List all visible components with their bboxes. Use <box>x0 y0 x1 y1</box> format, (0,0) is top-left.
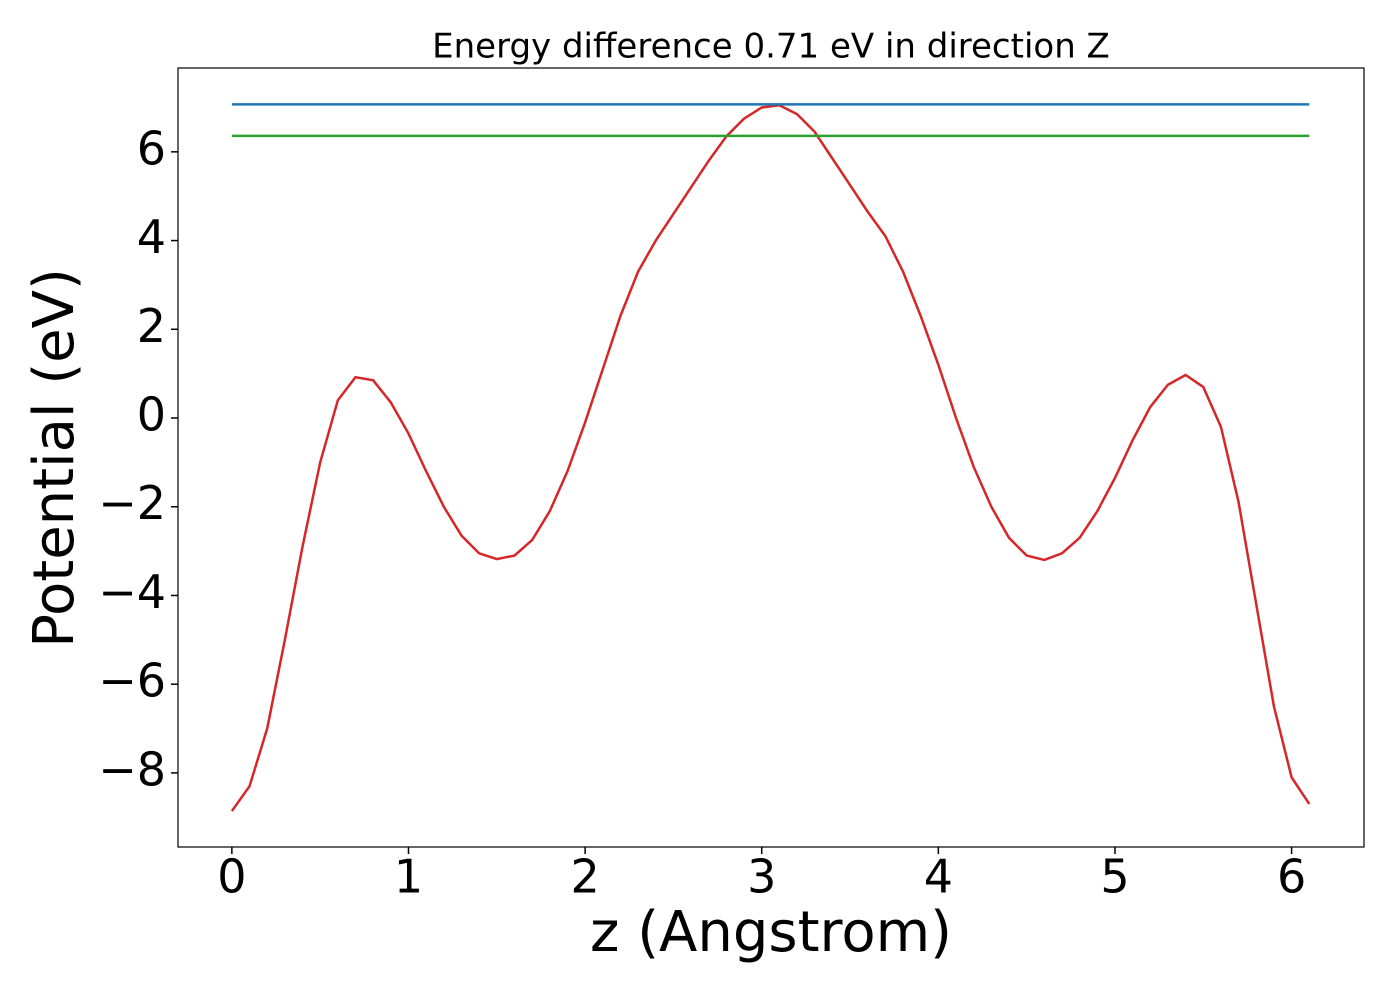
y-tick-label: 6 <box>137 121 166 175</box>
chart-title: Energy difference 0.71 eV in direction Z <box>432 27 1110 67</box>
y-tick-label: 4 <box>137 210 166 264</box>
x-tick-label: 0 <box>217 850 246 904</box>
y-tick-label: −2 <box>98 476 166 530</box>
plot-frame <box>177 67 1365 848</box>
x-tick-label: 5 <box>1100 850 1129 904</box>
x-tick-label: 3 <box>747 850 776 904</box>
x-tick-label: 6 <box>1277 850 1306 904</box>
data-line <box>230 103 1311 812</box>
x-tick-label: 4 <box>924 850 953 904</box>
x-axis-label: z (Angstrom) <box>590 900 952 965</box>
y-axis-label: Potential (eV) <box>22 268 87 648</box>
y-tick-label: 2 <box>137 299 166 353</box>
y-tick-label: −6 <box>98 654 166 708</box>
y-tick-label: −8 <box>98 742 166 796</box>
y-tick-label: −4 <box>98 565 166 619</box>
x-tick-label: 2 <box>570 850 599 904</box>
y-tick-label: 0 <box>137 388 166 442</box>
x-tick-label: 1 <box>394 850 423 904</box>
